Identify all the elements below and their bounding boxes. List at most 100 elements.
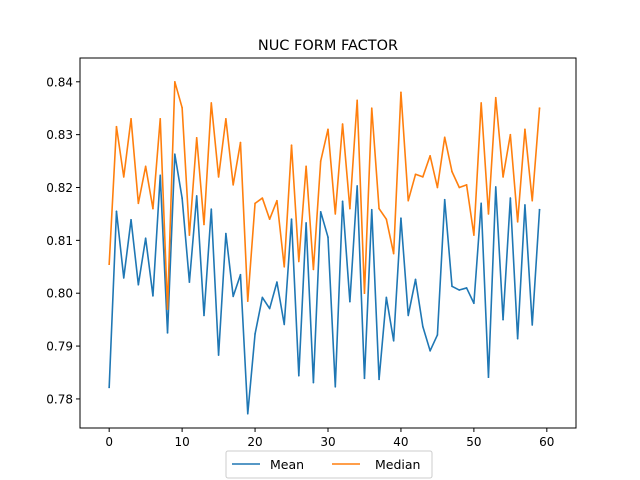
data-point-mean xyxy=(378,378,380,381)
data-point-mean xyxy=(502,318,504,321)
data-point-mean xyxy=(159,174,162,177)
data-point-median xyxy=(524,128,526,131)
y-tick-label: 0.79 xyxy=(46,340,73,354)
data-point-median xyxy=(217,176,220,178)
data-point-median xyxy=(115,125,118,128)
data-point-median xyxy=(363,292,366,295)
y-tick-label: 0.83 xyxy=(46,128,73,142)
legend-label-median: Median xyxy=(375,457,420,472)
data-point-mean xyxy=(443,198,446,201)
x-tick-label: 0 xyxy=(105,435,113,449)
data-point-median xyxy=(407,199,410,202)
data-point-mean xyxy=(509,197,512,199)
data-point-median xyxy=(494,96,497,99)
data-point-median xyxy=(319,160,322,162)
series-layer xyxy=(108,80,541,415)
data-point-mean xyxy=(473,302,475,305)
data-point-median xyxy=(108,263,110,265)
data-point-mean xyxy=(436,334,439,336)
data-point-mean xyxy=(225,232,227,235)
data-point-mean xyxy=(494,186,497,188)
data-point-median xyxy=(144,165,147,168)
data-point-median xyxy=(422,176,424,178)
data-point-mean xyxy=(195,195,198,197)
data-point-median xyxy=(451,170,453,173)
series-line-median xyxy=(108,80,541,310)
y-tick-label: 0.81 xyxy=(46,234,73,248)
data-point-median xyxy=(174,80,176,83)
data-point-mean xyxy=(130,218,132,221)
data-point-mean xyxy=(283,323,286,326)
data-point-mean xyxy=(385,296,388,299)
data-point-median xyxy=(356,99,358,102)
data-point-median xyxy=(181,106,183,109)
data-point-mean xyxy=(429,350,431,352)
data-point-mean xyxy=(414,278,417,281)
data-point-median xyxy=(268,218,271,221)
data-point-median xyxy=(392,252,395,255)
data-point-median xyxy=(232,184,234,186)
series-line-mean xyxy=(108,153,541,415)
y-tick-label: 0.84 xyxy=(46,75,73,89)
data-point-mean xyxy=(115,210,118,213)
data-point-mean xyxy=(181,197,183,199)
data-point-median xyxy=(370,107,373,110)
data-point-median xyxy=(480,102,482,104)
data-point-mean xyxy=(458,289,461,291)
data-point-median xyxy=(538,107,541,110)
data-point-mean xyxy=(261,296,264,299)
data-point-mean xyxy=(254,333,256,335)
data-point-median xyxy=(203,223,205,226)
legend: Mean Median xyxy=(225,450,433,479)
data-point-median xyxy=(509,133,512,136)
chart-title: NUC FORM FACTOR xyxy=(258,38,398,54)
data-point-median xyxy=(429,154,431,157)
data-point-median xyxy=(137,202,140,205)
data-point-mean xyxy=(166,332,169,334)
data-point-median xyxy=(188,234,191,236)
data-point-mean xyxy=(516,337,519,340)
x-tick-label: 60 xyxy=(539,435,554,449)
data-point-mean xyxy=(188,281,191,283)
data-point-mean xyxy=(487,376,490,379)
data-point-median xyxy=(487,213,490,215)
data-point-mean xyxy=(524,204,526,206)
data-point-mean xyxy=(290,218,293,221)
data-point-median xyxy=(298,260,300,263)
data-point-median xyxy=(225,117,227,120)
data-point-median xyxy=(334,213,337,215)
data-point-median xyxy=(159,117,162,120)
data-point-mean xyxy=(312,381,315,384)
data-point-mean xyxy=(422,325,424,328)
data-point-mean xyxy=(531,324,534,326)
data-point-mean xyxy=(232,295,234,298)
data-point-median xyxy=(254,202,256,205)
data-point-mean xyxy=(122,277,125,279)
x-tick-label: 40 xyxy=(393,435,408,449)
y-tick-label: 0.78 xyxy=(46,392,73,406)
data-point-mean xyxy=(341,200,344,203)
data-point-mean xyxy=(451,285,453,288)
data-point-mean xyxy=(144,237,147,240)
data-point-median xyxy=(327,128,329,131)
data-point-mean xyxy=(137,283,140,286)
data-point-median xyxy=(122,176,125,178)
data-point-median xyxy=(261,197,264,199)
data-point-mean xyxy=(370,208,373,211)
data-point-median xyxy=(239,141,242,144)
data-point-median xyxy=(312,268,315,271)
data-point-mean xyxy=(319,211,322,213)
data-point-median xyxy=(443,136,446,139)
data-point-mean xyxy=(349,300,351,303)
data-point-median xyxy=(349,207,351,210)
data-point-mean xyxy=(276,281,278,283)
data-point-median xyxy=(166,308,169,310)
data-point-median xyxy=(305,165,307,168)
data-point-mean xyxy=(268,307,271,310)
data-point-median xyxy=(385,218,388,221)
data-point-mean xyxy=(465,287,468,289)
x-tick-label: 20 xyxy=(247,435,262,449)
data-point-mean xyxy=(108,386,110,389)
data-point-median xyxy=(246,300,249,302)
data-point-mean xyxy=(407,314,410,317)
